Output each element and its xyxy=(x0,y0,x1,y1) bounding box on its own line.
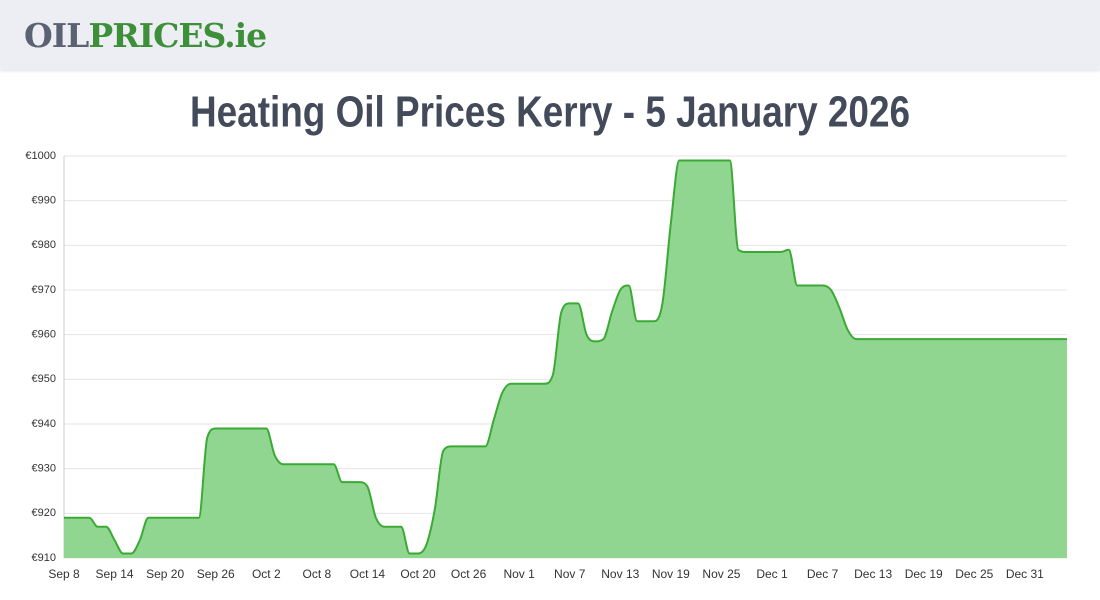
chart-title: Heating Oil Prices Kerry - 5 January 202… xyxy=(190,88,910,137)
logo[interactable]: OILPRICES.ie xyxy=(24,16,267,55)
logo-text: PRICES xyxy=(88,16,225,55)
x-tick-label: Oct 8 xyxy=(303,567,332,581)
y-tick-label: €970 xyxy=(32,284,56,296)
logo-text: .ie xyxy=(224,16,267,55)
x-tick-label: Oct 26 xyxy=(451,567,487,581)
header: OILPRICES.ie xyxy=(0,0,1100,70)
y-tick-label: €910 xyxy=(32,552,56,564)
price-line xyxy=(64,159,1067,555)
x-tick-label: Sep 26 xyxy=(197,567,235,581)
x-tick-label: Dec 31 xyxy=(1006,567,1044,581)
x-tick-label: Nov 19 xyxy=(652,567,690,581)
x-tick-label: Sep 14 xyxy=(96,567,134,581)
area-fill xyxy=(64,160,1067,558)
y-tick-label: €980 xyxy=(32,239,56,251)
y-tick-label: €990 xyxy=(32,195,56,207)
x-tick-label: Dec 13 xyxy=(854,567,892,581)
x-tick-label: Oct 14 xyxy=(350,567,386,581)
y-tick-label: €1000 xyxy=(25,150,56,162)
x-tick-label: Sep 8 xyxy=(48,567,80,581)
x-tick-label: Nov 25 xyxy=(702,567,740,581)
logo-text: OIL xyxy=(24,16,89,55)
y-tick-label: €920 xyxy=(32,507,56,519)
x-tick-label: Oct 2 xyxy=(252,567,281,581)
y-tick-label: €930 xyxy=(32,463,56,475)
x-tick-label: Nov 7 xyxy=(554,567,586,581)
x-tick-label: Nov 13 xyxy=(601,567,639,581)
y-tick-label: €950 xyxy=(32,373,56,385)
x-tick-label: Dec 19 xyxy=(905,567,943,581)
x-tick-label: Oct 20 xyxy=(400,567,436,581)
y-tick-label: €940 xyxy=(32,418,56,430)
x-tick-label: Sep 20 xyxy=(146,567,184,581)
chart: Heating Oil Prices Kerry - 5 January 202… xyxy=(25,88,1067,581)
x-tick-label: Dec 25 xyxy=(955,567,993,581)
x-tick-label: Dec 7 xyxy=(807,567,839,581)
x-tick-label: Dec 1 xyxy=(756,567,788,581)
y-tick-label: €960 xyxy=(32,329,56,341)
x-tick-label: Nov 1 xyxy=(503,567,535,581)
